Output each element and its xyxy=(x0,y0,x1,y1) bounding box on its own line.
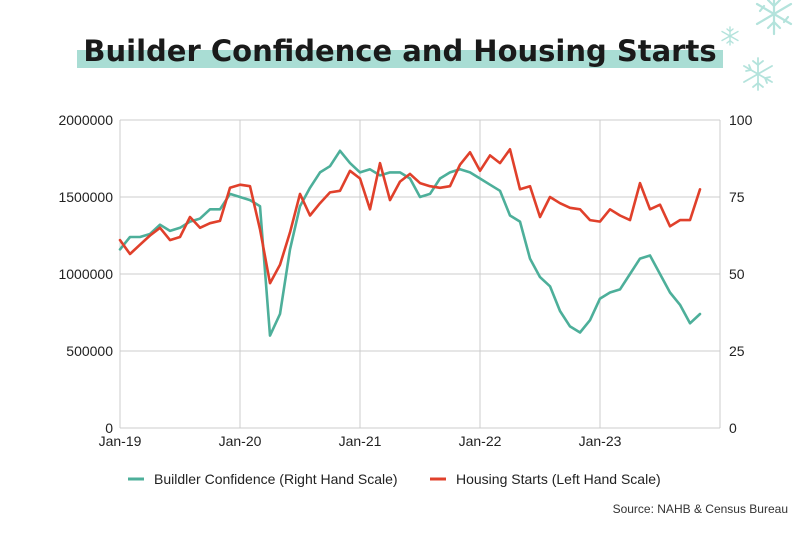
x-tick-label: Jan-20 xyxy=(219,433,262,449)
y-right-tick-label: 0 xyxy=(729,420,737,436)
y-left-tick-label: 500000 xyxy=(66,343,113,359)
snowflake-icon xyxy=(755,0,793,36)
y-right-tick-label: 75 xyxy=(729,189,745,205)
x-tick-label: Jan-21 xyxy=(339,433,382,449)
y-left-tick-label: 1000000 xyxy=(58,266,113,282)
y-right-tick-label: 50 xyxy=(729,266,745,282)
builder-confidence-line xyxy=(118,149,702,337)
y-left-tick-label: 0 xyxy=(105,420,113,436)
legend-label: Housing Starts (Left Hand Scale) xyxy=(456,471,661,487)
snowflake-icon xyxy=(721,26,739,46)
y-right-tick-label: 25 xyxy=(729,343,745,359)
housing-starts-line xyxy=(118,148,702,285)
x-tick-label: Jan-23 xyxy=(579,433,622,449)
legend-label: Buildler Confidence (Right Hand Scale) xyxy=(154,471,398,487)
legend: Buildler Confidence (Right Hand Scale) Ho… xyxy=(128,471,661,487)
y-right-tick-label: 100 xyxy=(729,112,753,128)
grid-lines xyxy=(119,119,721,429)
chart-title: Builder Confidence and Housing Starts xyxy=(77,32,723,70)
snowflake-icon xyxy=(743,57,773,91)
x-tick-label: Jan-22 xyxy=(459,433,502,449)
axes: 0 0 500000 25 1000000 50 1500000 75 2000000 100 Ja… xyxy=(58,112,752,449)
y-left-tick-label: 2000000 xyxy=(58,112,113,128)
y-left-tick-label: 1500000 xyxy=(58,189,113,205)
x-tick-label: Jan-19 xyxy=(99,433,142,449)
source-note: Source: NAHB & Census Bureau xyxy=(612,502,788,516)
chart-title-wrap: Builder Confidence and Housing Starts xyxy=(0,32,800,70)
series-lines xyxy=(118,148,702,337)
